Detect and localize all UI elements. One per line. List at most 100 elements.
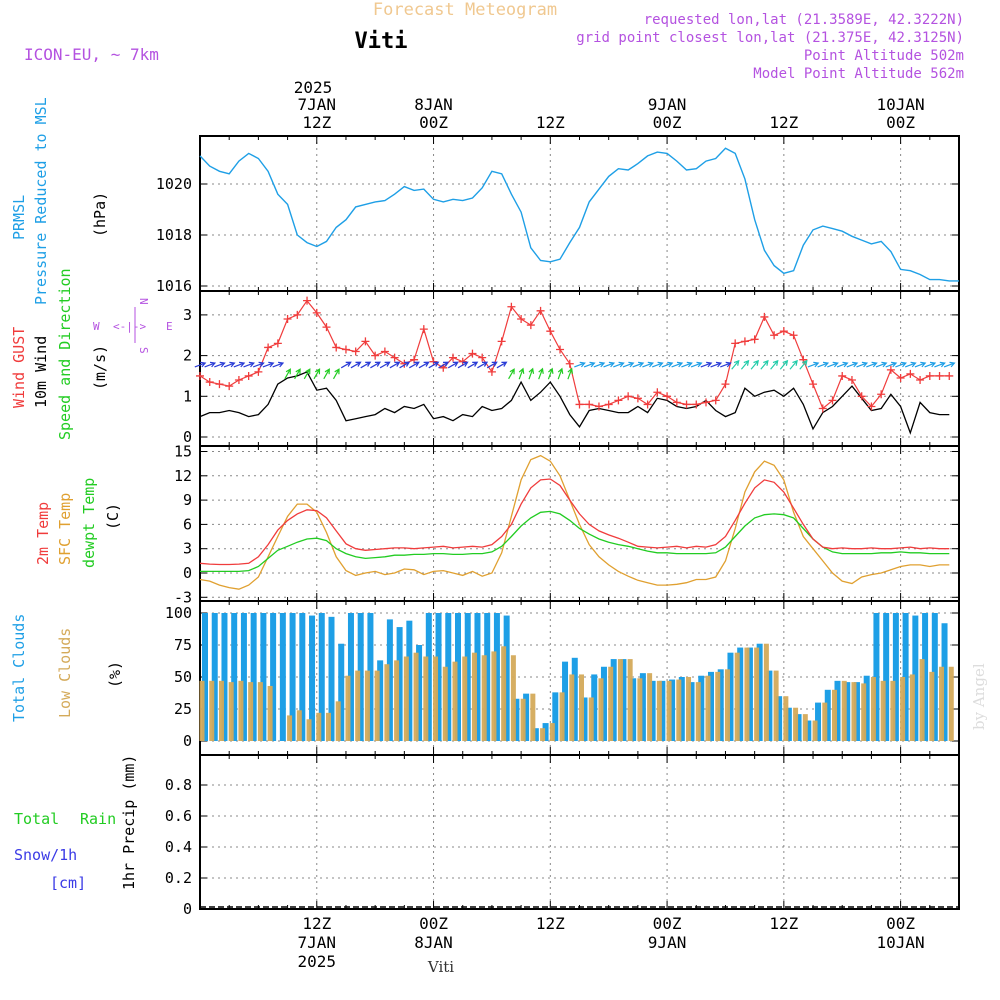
wind-direction-arrow — [789, 359, 798, 370]
wind-direction-arrow — [593, 361, 606, 368]
wind-direction-arrow — [622, 361, 635, 368]
low-cloud-bar — [647, 673, 653, 741]
wind-direction-arrow — [934, 361, 946, 368]
wind-direction-arrow — [360, 361, 372, 369]
wind-direction-arrow — [370, 361, 381, 369]
gust-marker — [196, 371, 204, 380]
footer-location: Viti — [427, 958, 454, 976]
total-cloud-bar — [883, 613, 890, 741]
low-cloud-bar — [627, 659, 633, 741]
low-cloud-bar — [433, 656, 439, 741]
wind-direction-arrow — [262, 361, 275, 368]
low-cloud-bar — [199, 680, 205, 741]
total-cloud-bar — [338, 643, 345, 741]
total-cloud-bar — [503, 615, 510, 741]
gust-marker — [215, 380, 224, 389]
total-cloud-bar — [435, 613, 442, 741]
wind-direction-arrow — [807, 361, 820, 368]
wind-direction-arrow — [399, 361, 411, 369]
gust-marker — [663, 392, 672, 401]
wind-speed-line — [199, 371, 950, 435]
low-cloud-bar — [754, 647, 760, 741]
low-cloud-bar — [783, 696, 789, 741]
bottom-day-label: 10JAN — [877, 933, 925, 952]
low-cloud-bar — [501, 646, 507, 741]
speed-direction-label: Speed and Direction — [56, 268, 74, 440]
y-tick-label: 3 — [183, 540, 192, 558]
y-tick-label: -3 — [174, 588, 192, 606]
total-cloud-bar — [892, 613, 899, 741]
gust-marker — [468, 349, 477, 358]
low-cloud-bar — [452, 661, 458, 741]
low-cloud-bar — [559, 692, 565, 741]
gust-marker — [303, 296, 312, 305]
wind-direction-arrow — [661, 361, 674, 368]
gust-marker — [526, 321, 535, 330]
total-cloud-bar — [688, 682, 695, 741]
wind10m-label: 10m Wind — [32, 336, 50, 408]
gust-marker — [653, 388, 662, 397]
gust-marker — [594, 402, 603, 411]
low-cloud-bar — [724, 669, 730, 741]
low-cloud-bar — [218, 680, 224, 741]
total-cloud-bar — [824, 689, 831, 741]
y-tick-label: 0 — [183, 900, 192, 918]
gust-marker — [205, 378, 214, 387]
wind-direction-arrow — [779, 359, 789, 370]
total-cloud-bar — [737, 647, 744, 741]
rain-label: Rain — [80, 810, 116, 828]
total-cloud-bar — [396, 627, 403, 741]
low-cloud-bar — [228, 682, 234, 741]
low-cloud-bar — [617, 659, 623, 741]
top-time-label: 12Z — [536, 113, 565, 132]
wind-direction-arrow — [547, 367, 554, 380]
low-cloud-bar — [734, 652, 740, 741]
y-tick-label: 1020 — [156, 175, 192, 193]
point-altitude: Point Altitude 502m — [804, 48, 964, 64]
wind-direction-arrow — [477, 361, 489, 369]
wind-direction-arrow — [557, 367, 564, 380]
gust-marker — [886, 365, 895, 374]
total-cloud-bar — [425, 613, 432, 741]
wind-direction-arrow — [846, 361, 859, 368]
wind-direction-arrow — [294, 368, 301, 380]
total-cloud-bar — [717, 669, 724, 741]
total-cloud-bar — [270, 613, 277, 741]
ms-unit-label: (m/s) — [91, 345, 109, 390]
low-cloud-bar — [929, 671, 935, 741]
total-cloud-bar — [844, 682, 851, 741]
wind-direction-arrow — [528, 367, 535, 380]
sfc-temp-line — [199, 454, 950, 590]
wind-direction-arrow — [313, 368, 321, 380]
gust-marker — [225, 382, 234, 391]
wind-direction-arrow — [866, 361, 878, 368]
wind-direction-arrow — [690, 361, 703, 368]
gust-marker — [254, 367, 263, 376]
total-cloud-bar — [610, 659, 617, 741]
total-cloud-bar — [863, 675, 870, 741]
pressure-reduced-label: Pressure Reduced to MSL — [32, 97, 50, 305]
wind-direction-arrow — [710, 361, 723, 368]
wind-direction-arrow — [760, 359, 769, 370]
y-tick-label: 0 — [183, 428, 192, 446]
total-cloud-bar — [523, 693, 530, 741]
low-cloud-bar — [939, 666, 945, 741]
panel-frame — [199, 754, 960, 910]
wind-direction-arrow — [799, 359, 808, 370]
gust-marker — [264, 343, 273, 352]
wind-direction-arrow — [214, 361, 226, 368]
low-cloud-bar — [384, 664, 390, 741]
total-cloud-bar — [581, 697, 588, 741]
total-cloud-bar — [766, 670, 773, 741]
total-cloud-bar — [309, 615, 316, 741]
low-cloud-bar — [802, 714, 808, 741]
wind-direction-arrow — [447, 361, 459, 369]
low-cloud-bar — [793, 707, 799, 741]
top-time-label: 12Z — [302, 113, 331, 132]
total-cloud-bar — [289, 613, 296, 741]
gust-marker — [828, 396, 837, 405]
y-tick-label: 0.6 — [165, 807, 192, 825]
total-cloud-bar — [912, 615, 919, 741]
precip-unit-label: 1hr Precip (mm) — [120, 755, 138, 890]
gust-marker — [380, 347, 389, 356]
